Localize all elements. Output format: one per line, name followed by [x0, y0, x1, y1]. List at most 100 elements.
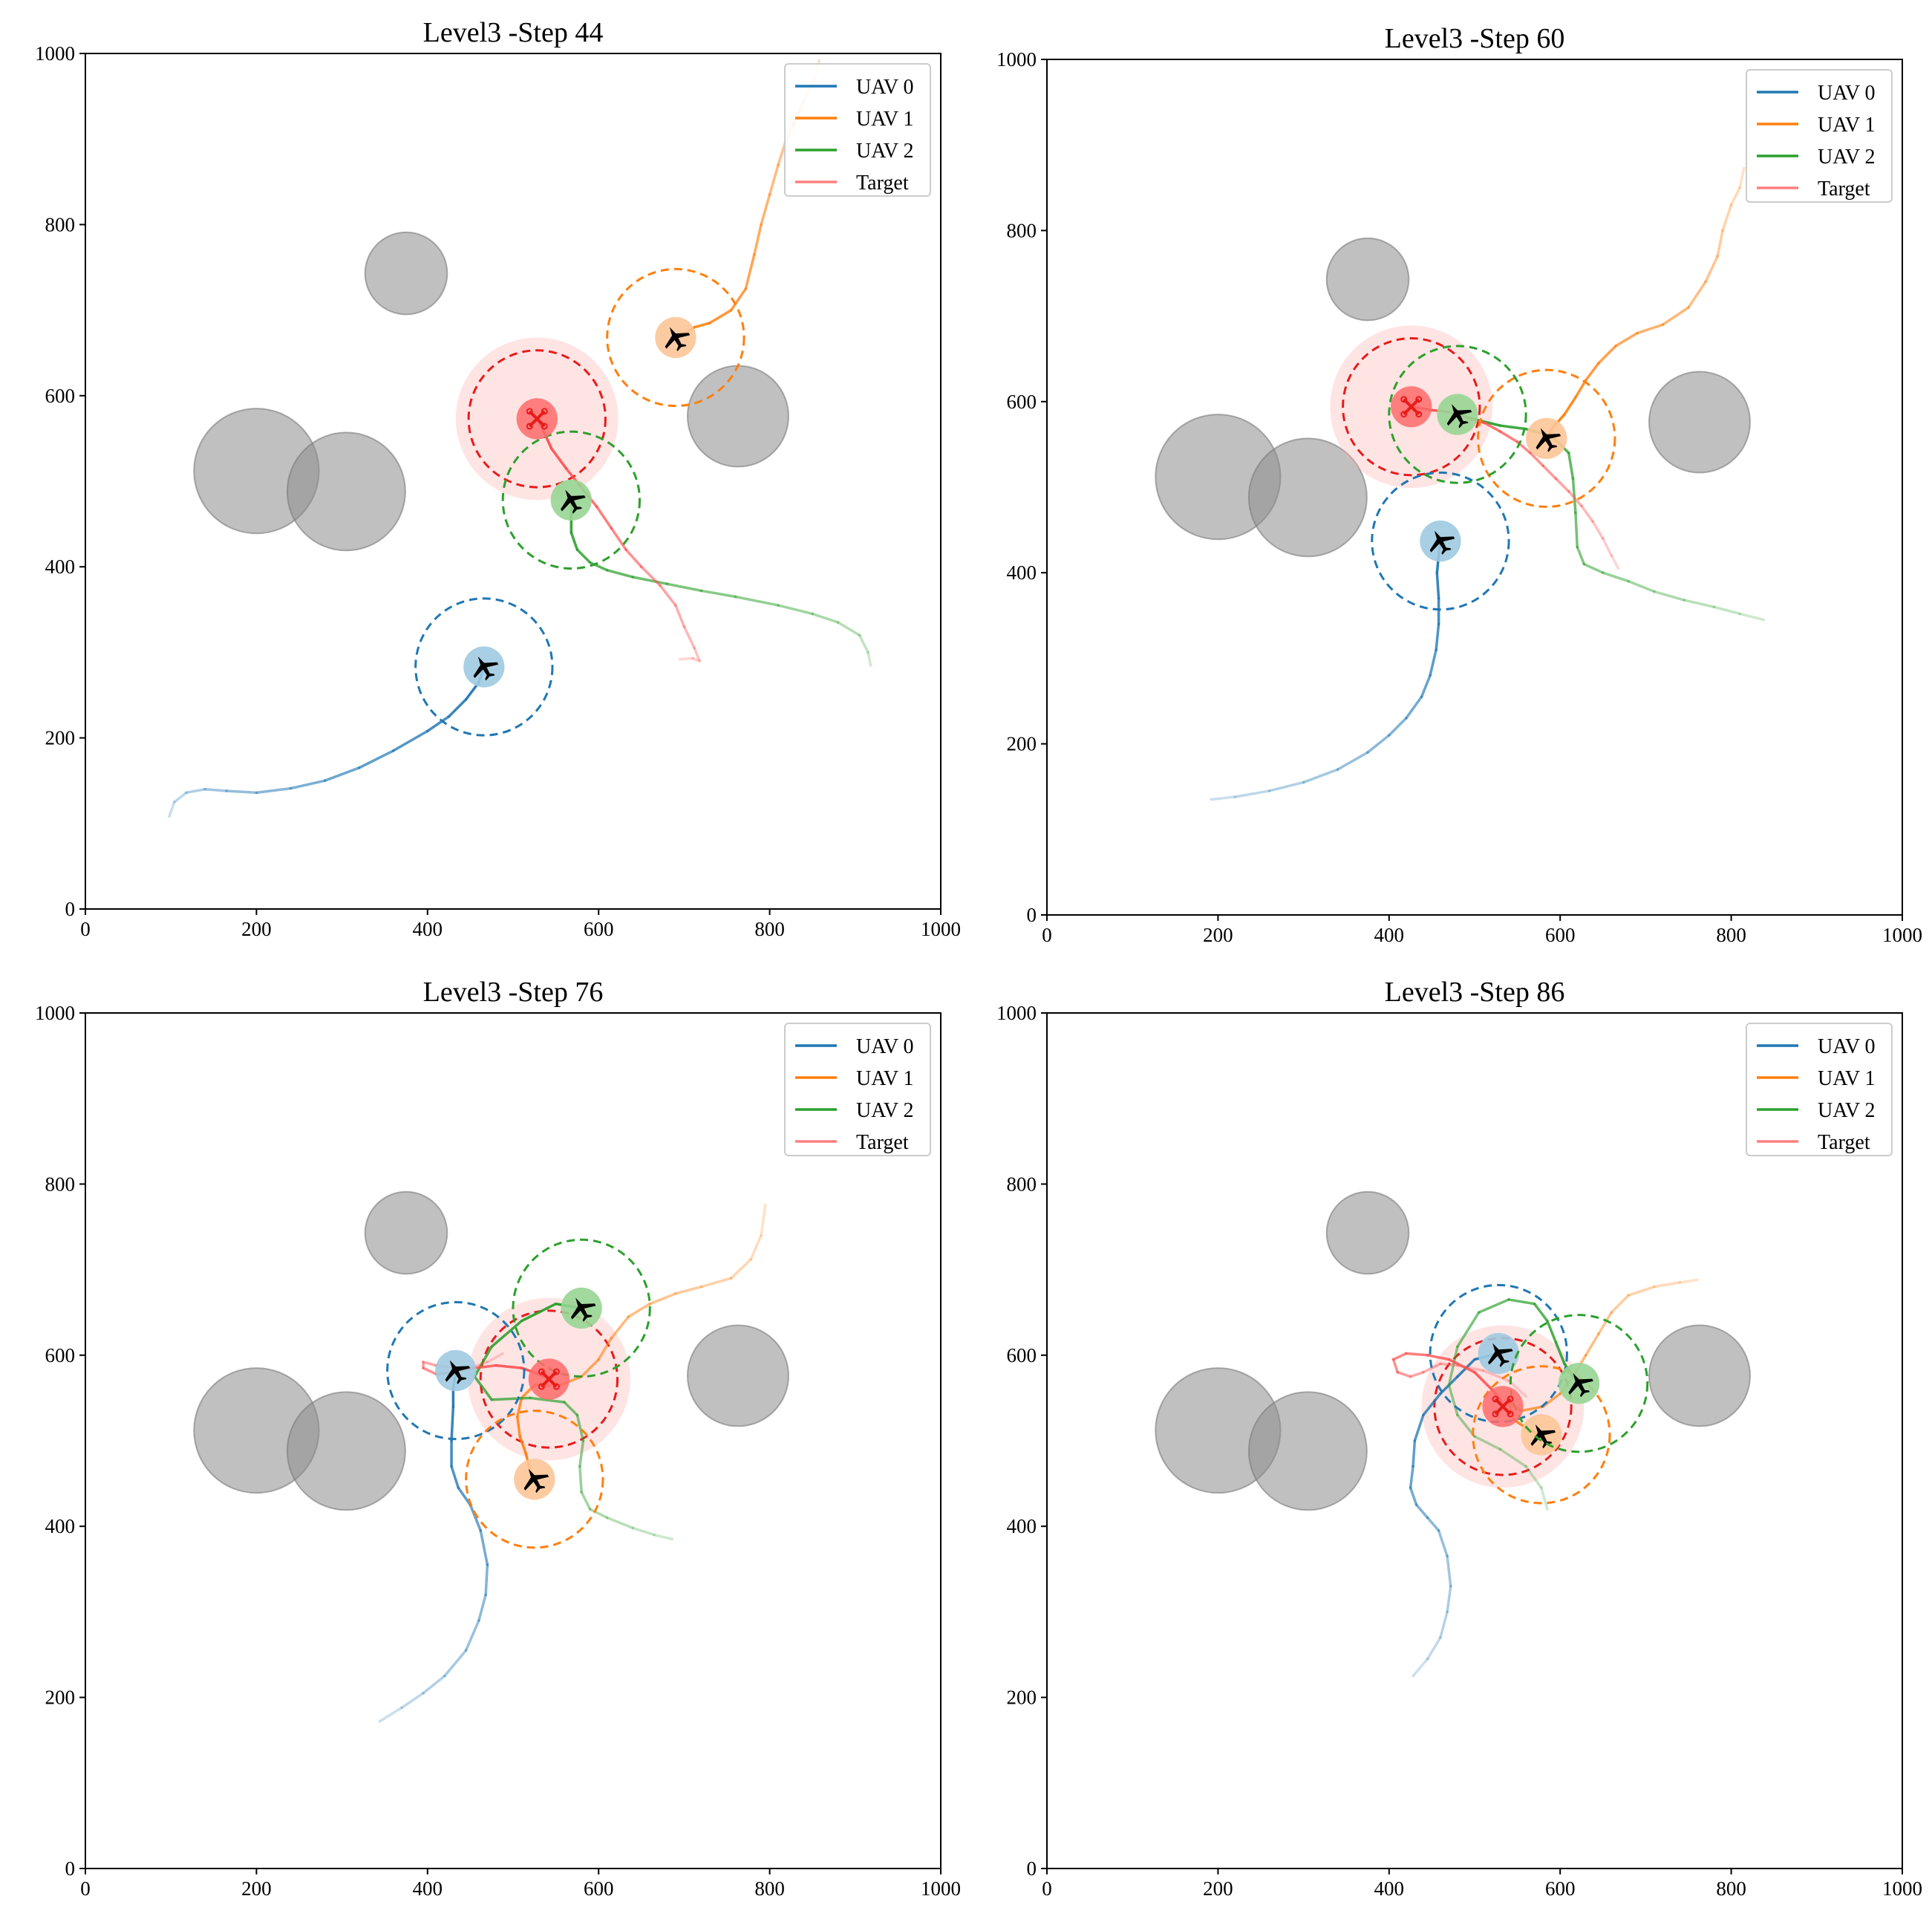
trajectory-segment — [1473, 1435, 1502, 1451]
trajectory-segment — [1233, 789, 1271, 798]
trajectory-segment — [1478, 1298, 1510, 1314]
trajectory-segment — [1687, 280, 1707, 309]
trajectory-segment — [1210, 795, 1237, 801]
x-tick-label: 200 — [1203, 1877, 1233, 1900]
trajectory-segment — [744, 252, 756, 290]
trajectory-segment — [580, 1490, 592, 1511]
y-tick-label: 400 — [45, 1515, 76, 1537]
trajectory-segment — [777, 604, 814, 616]
trajectory-segment — [1456, 1413, 1476, 1438]
y-tick-label: 1000 — [996, 1002, 1037, 1024]
legend-label: Target — [856, 1131, 909, 1154]
trajectory-segment — [1554, 1340, 1566, 1366]
trajectory-segment — [1446, 1554, 1452, 1588]
drone-arm — [1494, 1398, 1512, 1415]
chart-title: Level3 -Step 86 — [1385, 977, 1565, 1008]
trajectory-segment — [469, 1503, 482, 1532]
trajectory-segment — [699, 1277, 733, 1288]
trajectory-segment — [203, 787, 228, 792]
chart-title: Level3 -Step 44 — [423, 17, 604, 48]
legend-label: Target — [1818, 1131, 1870, 1154]
obstacle — [286, 1391, 406, 1511]
y-tick-label: 400 — [1007, 1515, 1037, 1537]
trajectory-segment — [1388, 717, 1408, 737]
trajectory-segment — [1591, 520, 1605, 540]
drone-rotor — [1400, 411, 1408, 418]
trajectory-segment — [422, 1361, 438, 1367]
y-tick-label: 200 — [1007, 1687, 1037, 1709]
trajectory-segment — [1585, 1332, 1600, 1357]
trajectory-segment — [1716, 229, 1724, 258]
x-tick-label: 600 — [584, 918, 614, 940]
x-tick-label: 200 — [241, 1877, 272, 1900]
trajectory-segment — [605, 569, 635, 579]
trajectory-segment — [173, 791, 188, 804]
y-tick-label: 1000 — [996, 48, 1037, 71]
trajectory-segment — [1498, 1447, 1527, 1468]
trajectory-segment — [1529, 452, 1544, 467]
legend-label: UAV 1 — [856, 108, 914, 131]
drone-arm — [528, 410, 546, 428]
trajectory-segment — [477, 1593, 487, 1622]
trajectory-segment — [605, 1516, 635, 1530]
x-tick-label: 800 — [754, 918, 785, 940]
trajectory-segment — [450, 1405, 455, 1442]
drone-rotor — [1507, 1410, 1514, 1418]
trajectory-segment — [473, 1364, 497, 1369]
legend-box — [1746, 1023, 1893, 1156]
trajectory-segment — [730, 1258, 753, 1280]
x-tick-label: 800 — [1716, 924, 1746, 946]
drone-arm — [540, 1370, 558, 1388]
trajectory-segment — [631, 576, 669, 585]
trajectory-segment — [1661, 306, 1690, 326]
obstacle — [1325, 1190, 1410, 1275]
obstacle — [687, 1324, 789, 1427]
y-tick-label: 0 — [65, 1857, 76, 1880]
trajectory-segment — [867, 651, 872, 667]
trajectory-segment — [464, 1619, 480, 1652]
obstacle — [1648, 371, 1751, 474]
x-tick-label: 200 — [1203, 924, 1233, 946]
aircraft-icon — [570, 1297, 596, 1322]
trajectory-segment — [516, 1396, 523, 1418]
trajectory-segment — [1653, 590, 1685, 602]
drone-rotor — [538, 1383, 545, 1390]
target-drone-icon — [538, 1368, 560, 1390]
trajectory-segment — [1678, 1278, 1699, 1284]
y-tick-label: 1000 — [35, 42, 75, 65]
obstacle — [1247, 437, 1368, 558]
legend-label: UAV 1 — [1818, 1067, 1876, 1090]
x-tick-label: 1000 — [1882, 1877, 1922, 1900]
trajectory-segment — [1614, 331, 1639, 348]
trajectory-segment — [518, 1435, 528, 1456]
obstacle — [1247, 1391, 1368, 1511]
trajectory-segment — [837, 621, 861, 637]
legend-label: UAV 0 — [1818, 82, 1876, 105]
trajectory-segment — [520, 1302, 558, 1323]
aircraft-icon — [1536, 428, 1561, 452]
trajectory-segment — [1729, 186, 1741, 206]
trajectory-segment — [357, 749, 395, 769]
trajectory-segment — [225, 789, 258, 795]
trajectory-segment — [1576, 545, 1586, 566]
obstacle — [1648, 1324, 1751, 1427]
trajectory-segment — [699, 589, 737, 599]
trajectory-segment — [1721, 203, 1733, 232]
trajectory-segment — [1412, 1439, 1417, 1468]
x-tick-label: 800 — [1716, 1877, 1746, 1900]
uav-sensing-ring — [1509, 1314, 1649, 1453]
trajectory-segment — [588, 561, 609, 572]
trajectory-segment — [768, 163, 780, 196]
x-tick-label: 800 — [754, 1877, 785, 1900]
trajectory-segment — [1498, 430, 1519, 443]
target-drone-icon — [526, 408, 548, 430]
aircraft-icon — [561, 489, 586, 514]
trajectory-segment — [693, 322, 711, 329]
trajectory-segment — [1412, 1658, 1429, 1678]
trajectory-segment — [682, 625, 696, 650]
subplot-step-86: Level3 -Step 86 0 200 400 600 800 1000 0 200 400 6… — [996, 977, 1922, 1900]
uav-sensing-ring — [414, 597, 554, 737]
trajectory-segment — [597, 1337, 613, 1361]
trajectory-segment — [1422, 1392, 1442, 1417]
uav-sensing-ring — [501, 430, 641, 570]
